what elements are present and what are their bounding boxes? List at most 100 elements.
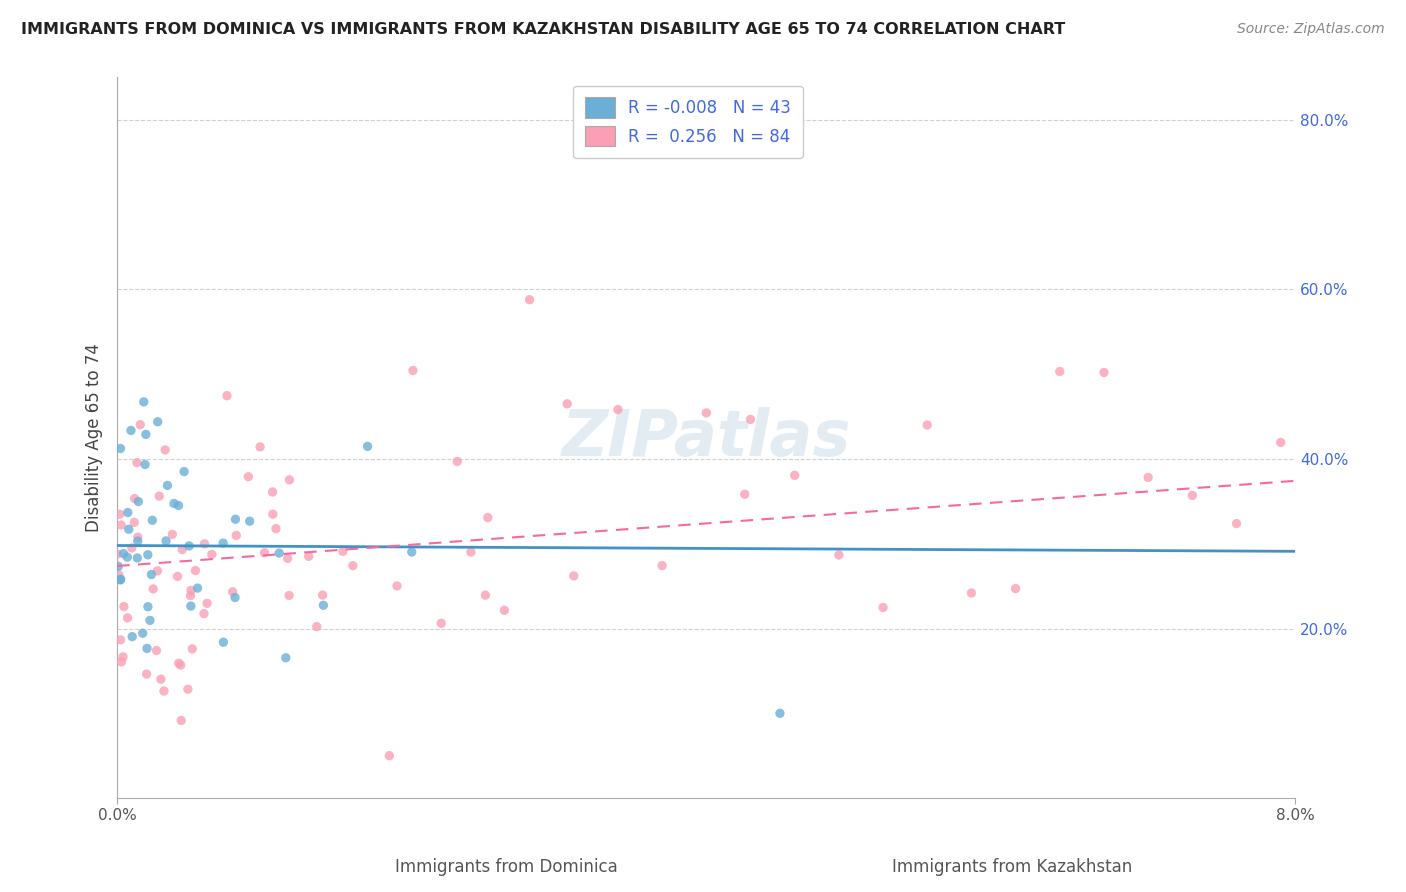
Text: Immigrants from Dominica: Immigrants from Dominica (395, 858, 617, 876)
Point (651, 558, 673, 573)
Point (193, 537, 215, 551)
Point (960, 586, 983, 600)
Point (212, 635, 235, 649)
Point (224, 591, 246, 605)
Point (124, 491, 146, 506)
Point (828, 548, 851, 562)
Point (555, 397, 578, 411)
Point (915, 417, 938, 432)
Point (181, 641, 204, 656)
Point (1181, 488, 1204, 502)
Point (262, 485, 284, 500)
Point (401, 545, 423, 559)
Point (110, 442, 132, 456)
Point (167, 657, 190, 671)
Point (134, 458, 156, 472)
Y-axis label: Disability Age 65 to 74: Disability Age 65 to 74 (86, 343, 103, 533)
Point (305, 619, 328, 633)
Point (121, 630, 143, 644)
Point (253, 546, 276, 560)
Point (146, 415, 169, 429)
Point (783, 468, 806, 483)
Point (117, 611, 139, 625)
Point (262, 507, 284, 521)
Point (477, 510, 499, 524)
Point (131, 626, 153, 640)
Point (153, 684, 176, 698)
Point (1137, 470, 1160, 484)
Point (107, 547, 129, 561)
Point (146, 564, 169, 578)
Point (356, 439, 378, 453)
Point (212, 536, 235, 550)
Point (215, 389, 238, 403)
Point (278, 473, 301, 487)
Point (195, 596, 218, 610)
Point (156, 478, 179, 492)
Point (239, 514, 262, 528)
Point (562, 569, 585, 583)
Point (163, 496, 186, 510)
Point (108, 508, 131, 522)
Point (695, 406, 717, 420)
Point (312, 599, 335, 613)
Point (274, 650, 297, 665)
Point (111, 649, 134, 664)
Point (127, 534, 149, 549)
Point (385, 579, 408, 593)
Point (238, 469, 260, 483)
Point (108, 567, 131, 582)
Point (129, 417, 152, 432)
Point (139, 614, 162, 628)
Point (107, 559, 129, 574)
Legend: R = -0.008   N = 43, R =  0.256   N = 84: R = -0.008 N = 43, R = 0.256 N = 84 (574, 86, 803, 158)
Point (127, 551, 149, 566)
Point (127, 530, 149, 544)
Point (118, 522, 141, 536)
Point (136, 548, 159, 562)
Point (110, 572, 132, 586)
Point (167, 499, 190, 513)
Point (1004, 582, 1026, 596)
Point (153, 442, 176, 457)
Point (494, 603, 516, 617)
Point (249, 440, 271, 454)
Point (155, 533, 177, 548)
Text: Source: ZipAtlas.com: Source: ZipAtlas.com (1237, 22, 1385, 37)
Text: Immigrants from Kazakhstan: Immigrants from Kazakhstan (893, 858, 1132, 876)
Point (311, 588, 333, 602)
Point (110, 655, 132, 669)
Point (135, 427, 157, 442)
Point (142, 582, 165, 596)
Point (446, 454, 468, 468)
Point (342, 558, 364, 573)
Point (124, 516, 146, 530)
Point (148, 489, 170, 503)
Point (519, 293, 541, 307)
Point (141, 567, 163, 582)
Point (1049, 364, 1071, 378)
Point (769, 706, 792, 721)
Point (169, 658, 191, 673)
Text: ZIPatlas: ZIPatlas (561, 407, 851, 469)
Point (1225, 516, 1247, 531)
Point (180, 583, 202, 598)
Point (402, 363, 425, 377)
Point (607, 402, 630, 417)
Point (110, 518, 132, 533)
Point (162, 527, 184, 541)
Point (179, 589, 201, 603)
Point (264, 522, 287, 536)
Point (149, 672, 172, 686)
Point (201, 548, 224, 562)
Point (120, 424, 142, 438)
Point (112, 547, 135, 561)
Point (132, 395, 155, 409)
Point (166, 569, 188, 583)
Point (125, 456, 148, 470)
Point (474, 588, 496, 602)
Point (117, 550, 139, 565)
Point (277, 551, 299, 566)
Point (184, 564, 207, 578)
Point (170, 714, 193, 728)
